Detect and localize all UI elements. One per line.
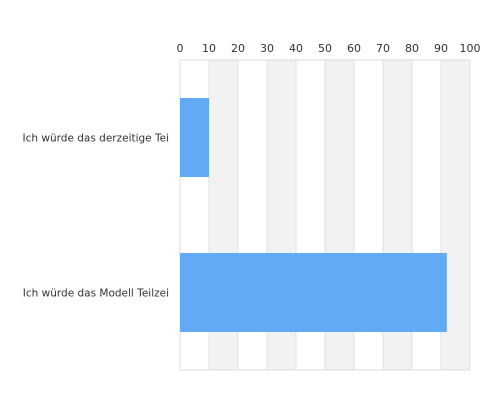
x-tick-label: 60 — [347, 42, 361, 55]
x-axis-ticks: 0 10 20 30 40 50 60 70 80 90 100 — [177, 42, 481, 55]
y-axis-categories: Ich würde das derzeitige Tei Ich würde da… — [23, 133, 169, 300]
x-tick-label: 30 — [260, 42, 274, 55]
bars — [180, 97, 447, 333]
x-tick-label: 10 — [202, 42, 216, 55]
x-tick-label: 40 — [289, 42, 303, 55]
bar[interactable] — [180, 97, 209, 178]
x-tick-label: 70 — [376, 42, 390, 55]
x-tick-label: 20 — [231, 42, 245, 55]
category-label: Ich würde das derzeitige Tei — [23, 133, 169, 145]
x-tick-label: 50 — [318, 42, 332, 55]
category-label: Ich würde das Modell Teilzei — [23, 288, 169, 300]
x-tick-label: 90 — [434, 42, 448, 55]
bar[interactable] — [180, 252, 447, 333]
x-tick-label: 80 — [405, 42, 419, 55]
x-tick-label: 100 — [460, 42, 481, 55]
x-tick-label: 0 — [177, 42, 184, 55]
